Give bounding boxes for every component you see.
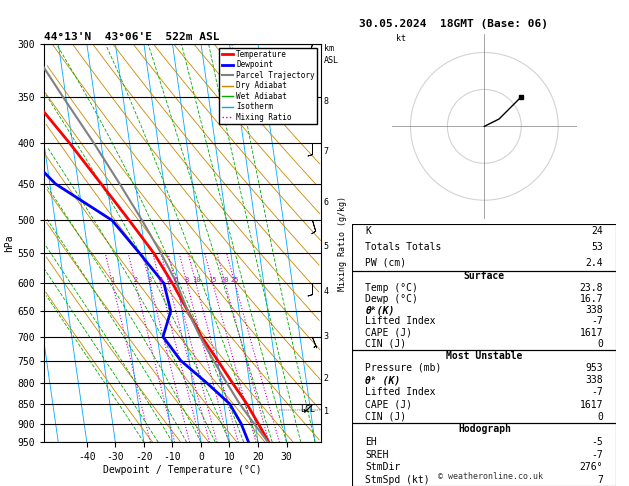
Text: Most Unstable: Most Unstable <box>446 351 523 361</box>
Y-axis label: hPa: hPa <box>4 234 14 252</box>
Text: 7: 7 <box>323 147 328 156</box>
Text: -5: -5 <box>591 437 603 447</box>
Text: 2.4: 2.4 <box>586 258 603 268</box>
Text: StmSpd (kt): StmSpd (kt) <box>365 475 430 485</box>
Text: 2: 2 <box>133 278 138 283</box>
Text: 1: 1 <box>110 278 114 283</box>
Text: 3: 3 <box>323 332 328 341</box>
Legend: Temperature, Dewpoint, Parcel Trajectory, Dry Adiabat, Wet Adiabat, Isotherm, Mi: Temperature, Dewpoint, Parcel Trajectory… <box>220 48 317 124</box>
Text: 7: 7 <box>598 475 603 485</box>
Text: 8: 8 <box>323 97 328 106</box>
Text: CAPE (J): CAPE (J) <box>365 328 413 338</box>
Text: km: km <box>323 44 333 53</box>
Text: K: K <box>365 226 371 236</box>
Text: LCL: LCL <box>300 405 315 415</box>
Text: θᵏ(K): θᵏ(K) <box>365 305 395 315</box>
Text: Pressure (mb): Pressure (mb) <box>365 363 442 373</box>
Text: 276°: 276° <box>580 462 603 472</box>
Text: Totals Totals: Totals Totals <box>365 242 442 252</box>
Text: 0: 0 <box>598 412 603 422</box>
Text: Lifted Index: Lifted Index <box>365 316 436 327</box>
Text: EH: EH <box>365 437 377 447</box>
Text: 53: 53 <box>591 242 603 252</box>
Text: 6: 6 <box>174 278 178 283</box>
Text: 30.05.2024  18GMT (Base: 06): 30.05.2024 18GMT (Base: 06) <box>359 19 547 30</box>
Text: 1617: 1617 <box>580 399 603 410</box>
Text: Hodograph: Hodograph <box>458 424 511 434</box>
Text: SREH: SREH <box>365 450 389 459</box>
Text: 4: 4 <box>323 287 328 296</box>
Text: © weatheronline.co.uk: © weatheronline.co.uk <box>438 472 543 481</box>
Text: 1: 1 <box>323 407 328 417</box>
Text: 23.8: 23.8 <box>580 283 603 293</box>
Text: θᵏ (K): θᵏ (K) <box>365 375 401 385</box>
Text: -7: -7 <box>591 316 603 327</box>
Text: StmDir: StmDir <box>365 462 401 472</box>
Text: 15: 15 <box>209 278 217 283</box>
Text: 953: 953 <box>586 363 603 373</box>
Text: -7: -7 <box>591 387 603 398</box>
Text: -7: -7 <box>591 450 603 459</box>
Text: ASL: ASL <box>323 56 338 65</box>
Text: CIN (J): CIN (J) <box>365 339 406 349</box>
Text: 2: 2 <box>323 374 328 383</box>
Text: 0: 0 <box>598 339 603 349</box>
Text: 24: 24 <box>591 226 603 236</box>
Text: 5: 5 <box>323 243 328 251</box>
Text: 8: 8 <box>185 278 189 283</box>
Text: kt: kt <box>396 35 406 43</box>
Text: 6: 6 <box>323 198 328 207</box>
Text: 4: 4 <box>159 278 162 283</box>
Text: 25: 25 <box>231 278 239 283</box>
Text: Mixing Ratio (g/kg): Mixing Ratio (g/kg) <box>338 195 347 291</box>
Text: PW (cm): PW (cm) <box>365 258 406 268</box>
Text: 16.7: 16.7 <box>580 294 603 304</box>
Text: 1617: 1617 <box>580 328 603 338</box>
Text: 5: 5 <box>167 278 171 283</box>
Text: Temp (°C): Temp (°C) <box>365 283 418 293</box>
Text: 3: 3 <box>148 278 152 283</box>
Text: 10: 10 <box>192 278 200 283</box>
Text: Dewp (°C): Dewp (°C) <box>365 294 418 304</box>
X-axis label: Dewpoint / Temperature (°C): Dewpoint / Temperature (°C) <box>103 465 262 475</box>
Text: 338: 338 <box>586 375 603 385</box>
Text: 338: 338 <box>586 305 603 315</box>
Text: Surface: Surface <box>464 271 505 281</box>
Text: 20: 20 <box>221 278 230 283</box>
Text: 44°13'N  43°06'E  522m ASL: 44°13'N 43°06'E 522m ASL <box>44 32 220 42</box>
Text: CIN (J): CIN (J) <box>365 412 406 422</box>
Text: CAPE (J): CAPE (J) <box>365 399 413 410</box>
Text: Lifted Index: Lifted Index <box>365 387 436 398</box>
